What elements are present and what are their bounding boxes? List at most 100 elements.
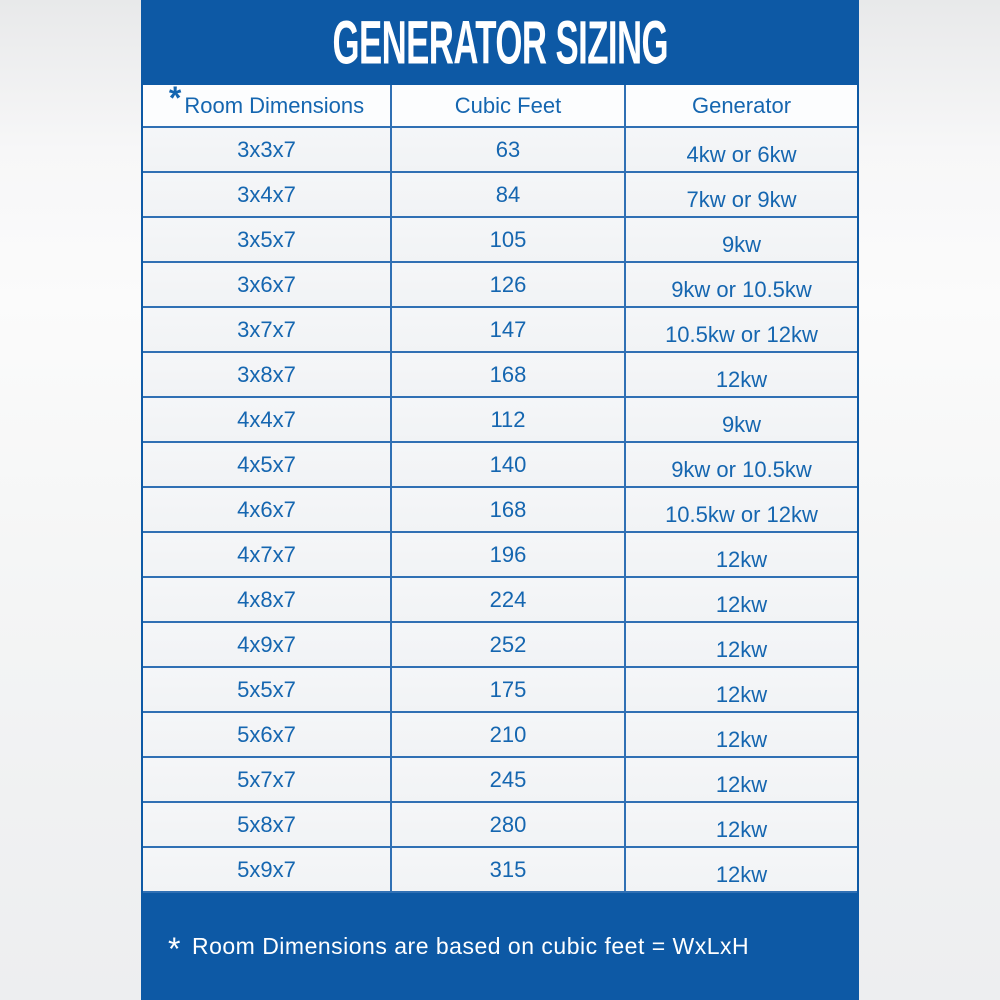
title-band: GENERATOR SIZING — [141, 0, 859, 85]
generator-cell: 12kw — [626, 353, 857, 396]
table-row: 4x4x7 112 9kw — [143, 398, 857, 443]
cubic-feet-cell: 140 — [390, 443, 626, 486]
generator-sizing-panel: GENERATOR SIZING * Room Dimensions Cubic… — [141, 0, 859, 1000]
table-header-row: * Room Dimensions Cubic Feet Generator — [143, 80, 857, 128]
table-row: 5x9x7 315 12kw — [143, 848, 857, 893]
room-dimensions-cell: 3x4x7 — [143, 173, 390, 216]
table-row: 4x8x7 224 12kw — [143, 578, 857, 623]
table-row: 3x7x7 147 10.5kw or 12kw — [143, 308, 857, 353]
generator-value: 12kw — [715, 591, 768, 617]
room-dimensions-cell: 4x5x7 — [143, 443, 390, 486]
room-dimensions-cell: 3x6x7 — [143, 263, 390, 306]
room-dimensions-cell: 4x6x7 — [143, 488, 390, 531]
generator-cell: 9kw — [626, 398, 857, 441]
cubic-feet-value: 175 — [489, 676, 527, 702]
generator-value: 12kw — [715, 681, 768, 707]
room-dimensions-value: 4x4x7 — [237, 406, 296, 432]
room-dimensions-cell: 5x7x7 — [143, 758, 390, 801]
generator-cell: 12kw — [626, 848, 857, 891]
cubic-feet-cell: 84 — [390, 173, 626, 216]
room-dimensions-value: 3x4x7 — [237, 181, 296, 207]
generator-value: 12kw — [715, 726, 768, 752]
cubic-feet-value: 252 — [489, 631, 527, 657]
cubic-feet-cell: 196 — [390, 533, 626, 576]
table-row: 3x4x7 84 7kw or 9kw — [143, 173, 857, 218]
table-row: 5x7x7 245 12kw — [143, 758, 857, 803]
cubic-feet-cell: 252 — [390, 623, 626, 666]
cubic-feet-cell: 63 — [390, 128, 626, 171]
table-row: 4x9x7 252 12kw — [143, 623, 857, 668]
room-dimensions-value: 3x6x7 — [237, 271, 296, 297]
generator-value: 9kw or 10.5kw — [671, 456, 812, 482]
room-dimensions-value: 4x7x7 — [237, 541, 296, 567]
cubic-feet-cell: 112 — [390, 398, 626, 441]
room-dimensions-cell: 4x8x7 — [143, 578, 390, 621]
asterisk-mark: * — [168, 80, 182, 116]
header-generator-label: Generator — [691, 92, 792, 118]
room-dimensions-cell: 4x4x7 — [143, 398, 390, 441]
generator-cell: 12kw — [626, 623, 857, 666]
generator-value: 9kw — [721, 231, 762, 257]
generator-cell: 12kw — [626, 578, 857, 621]
cubic-feet-cell: 168 — [390, 488, 626, 531]
generator-value: 9kw — [721, 411, 762, 437]
generator-cell: 12kw — [626, 803, 857, 846]
header-cubic-label: Cubic Feet — [454, 92, 562, 118]
cubic-feet-value: 224 — [489, 586, 527, 612]
table-row: 3x3x7 63 4kw or 6kw — [143, 128, 857, 173]
room-dimensions-value: 3x8x7 — [237, 361, 296, 387]
cubic-feet-value: 168 — [489, 496, 527, 522]
room-dimensions-value: 3x7x7 — [237, 316, 296, 342]
table-row: 3x5x7 105 9kw — [143, 218, 857, 263]
room-dimensions-value: 5x9x7 — [237, 856, 296, 882]
table-row: 5x8x7 280 12kw — [143, 803, 857, 848]
cubic-feet-cell: 280 — [390, 803, 626, 846]
generator-value: 7kw or 9kw — [686, 186, 797, 212]
cubic-feet-cell: 175 — [390, 668, 626, 711]
room-dimensions-cell: 3x3x7 — [143, 128, 390, 171]
cubic-feet-cell: 105 — [390, 218, 626, 261]
generator-value: 4kw or 6kw — [686, 141, 797, 167]
room-dimensions-value: 4x5x7 — [237, 451, 296, 477]
room-dimensions-cell: 5x8x7 — [143, 803, 390, 846]
generator-value: 9kw or 10.5kw — [671, 276, 812, 302]
cubic-feet-value: 196 — [489, 541, 527, 567]
cubic-feet-value: 63 — [495, 136, 521, 162]
generator-cell: 7kw or 9kw — [626, 173, 857, 216]
generator-value: 12kw — [715, 771, 768, 797]
generator-cell: 12kw — [626, 713, 857, 756]
table-row: 3x8x7 168 12kw — [143, 353, 857, 398]
header-generator: Generator — [626, 85, 857, 126]
room-dimensions-value: 4x8x7 — [237, 586, 296, 612]
table-row: 5x5x7 175 12kw — [143, 668, 857, 713]
cubic-feet-value: 140 — [489, 451, 527, 477]
room-dimensions-value: 4x6x7 — [237, 496, 296, 522]
footnote: * Room Dimensions are based on cubic fee… — [168, 930, 750, 967]
cubic-feet-value: 168 — [489, 361, 527, 387]
table-row: 4x5x7 140 9kw or 10.5kw — [143, 443, 857, 488]
footnote-text: Room Dimensions are based on cubic feet … — [191, 933, 750, 959]
generator-cell: 9kw or 10.5kw — [626, 263, 857, 306]
cubic-feet-cell: 168 — [390, 353, 626, 396]
cubic-feet-value: 126 — [489, 271, 527, 297]
room-dimensions-value: 5x6x7 — [237, 721, 296, 747]
cubic-feet-cell: 224 — [390, 578, 626, 621]
generator-cell: 9kw — [626, 218, 857, 261]
room-dimensions-cell: 5x6x7 — [143, 713, 390, 756]
page-title: GENERATOR SIZING — [332, 7, 668, 77]
generator-cell: 10.5kw or 12kw — [626, 308, 857, 351]
cubic-feet-cell: 147 — [390, 308, 626, 351]
generator-cell: 12kw — [626, 758, 857, 801]
table-row: 3x6x7 126 9kw or 10.5kw — [143, 263, 857, 308]
room-dimensions-cell: 5x9x7 — [143, 848, 390, 891]
table-row: 4x6x7 168 10.5kw or 12kw — [143, 488, 857, 533]
cubic-feet-cell: 315 — [390, 848, 626, 891]
generator-cell: 10.5kw or 12kw — [626, 488, 857, 531]
cubic-feet-value: 245 — [489, 766, 527, 792]
generator-value: 12kw — [715, 861, 768, 887]
cubic-feet-value: 147 — [489, 316, 527, 342]
sizing-table: * Room Dimensions Cubic Feet Generator 3… — [143, 80, 857, 893]
cubic-feet-value: 84 — [495, 181, 521, 207]
cubic-feet-value: 280 — [489, 811, 527, 837]
